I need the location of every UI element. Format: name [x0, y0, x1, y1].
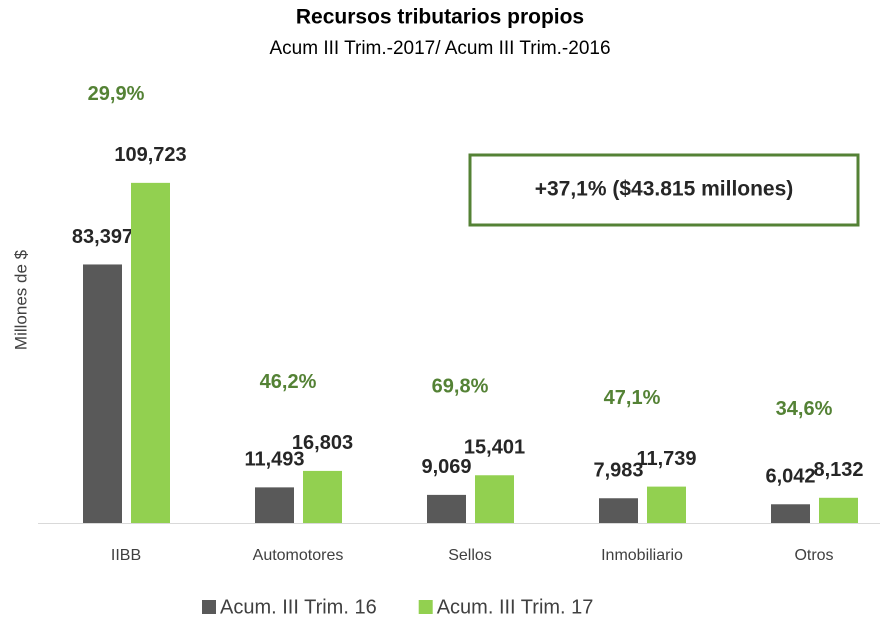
bar	[647, 486, 686, 523]
bar	[131, 182, 170, 523]
legend-swatch	[202, 600, 216, 614]
growth-label: 69,8%	[432, 376, 489, 398]
bar	[427, 494, 466, 523]
annotation-box	[468, 153, 860, 227]
bar	[255, 487, 294, 523]
bar	[771, 504, 810, 523]
bar	[475, 475, 514, 523]
legend-label: Acum. III Trim. 16	[220, 596, 377, 618]
data-label: 109,723	[114, 144, 186, 166]
chart-subtitle: Acum III Trim.-2017/ Acum III Trim.-2016	[269, 38, 610, 59]
growth-label: 29,9%	[88, 83, 145, 105]
x-tick-label: Automotores	[253, 547, 344, 564]
x-tick-label: Sellos	[448, 547, 492, 564]
data-label: 8,132	[813, 459, 863, 481]
bar	[819, 497, 858, 523]
annotation: +37,1% ($43.815 millones)	[535, 178, 794, 201]
legend-swatch	[418, 600, 433, 614]
data-label: 15,401	[464, 437, 525, 459]
data-label: 6,042	[765, 466, 815, 488]
x-tick-label: Otros	[794, 547, 833, 564]
y-axis-label: Millones de $	[11, 249, 30, 350]
chart-title: Recursos tributarios propios	[296, 6, 584, 29]
data-label: 11,739	[636, 448, 696, 470]
growth-label: 46,2%	[260, 371, 317, 393]
legend-label: Acum. III Trim. 17	[437, 596, 594, 618]
data-label: 9,069	[421, 456, 471, 478]
data-label: 16,803	[292, 432, 353, 454]
x-tick-label: IIBB	[111, 547, 141, 564]
data-label: 83,397	[72, 226, 133, 248]
data-label: 11,493	[244, 449, 304, 471]
bar	[303, 470, 342, 523]
bar	[83, 264, 122, 523]
growth-label: 34,6%	[776, 398, 833, 420]
data-label: 7,983	[593, 460, 643, 482]
x-tick-label: Inmobiliario	[601, 547, 683, 564]
bar	[599, 498, 638, 523]
growth-label: 47,1%	[604, 387, 661, 409]
